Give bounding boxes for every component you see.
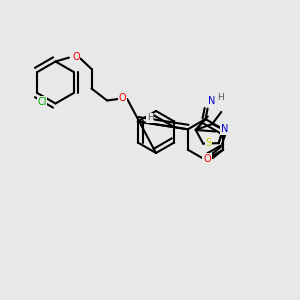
Text: H: H <box>147 113 154 122</box>
Text: O: O <box>119 92 127 103</box>
Text: O: O <box>72 52 80 62</box>
Text: N: N <box>203 155 210 165</box>
Text: S: S <box>206 138 212 148</box>
Text: N: N <box>221 124 228 134</box>
Text: O: O <box>203 154 211 164</box>
Text: N: N <box>208 96 216 106</box>
Text: H: H <box>217 93 224 102</box>
Text: Cl: Cl <box>37 97 47 107</box>
